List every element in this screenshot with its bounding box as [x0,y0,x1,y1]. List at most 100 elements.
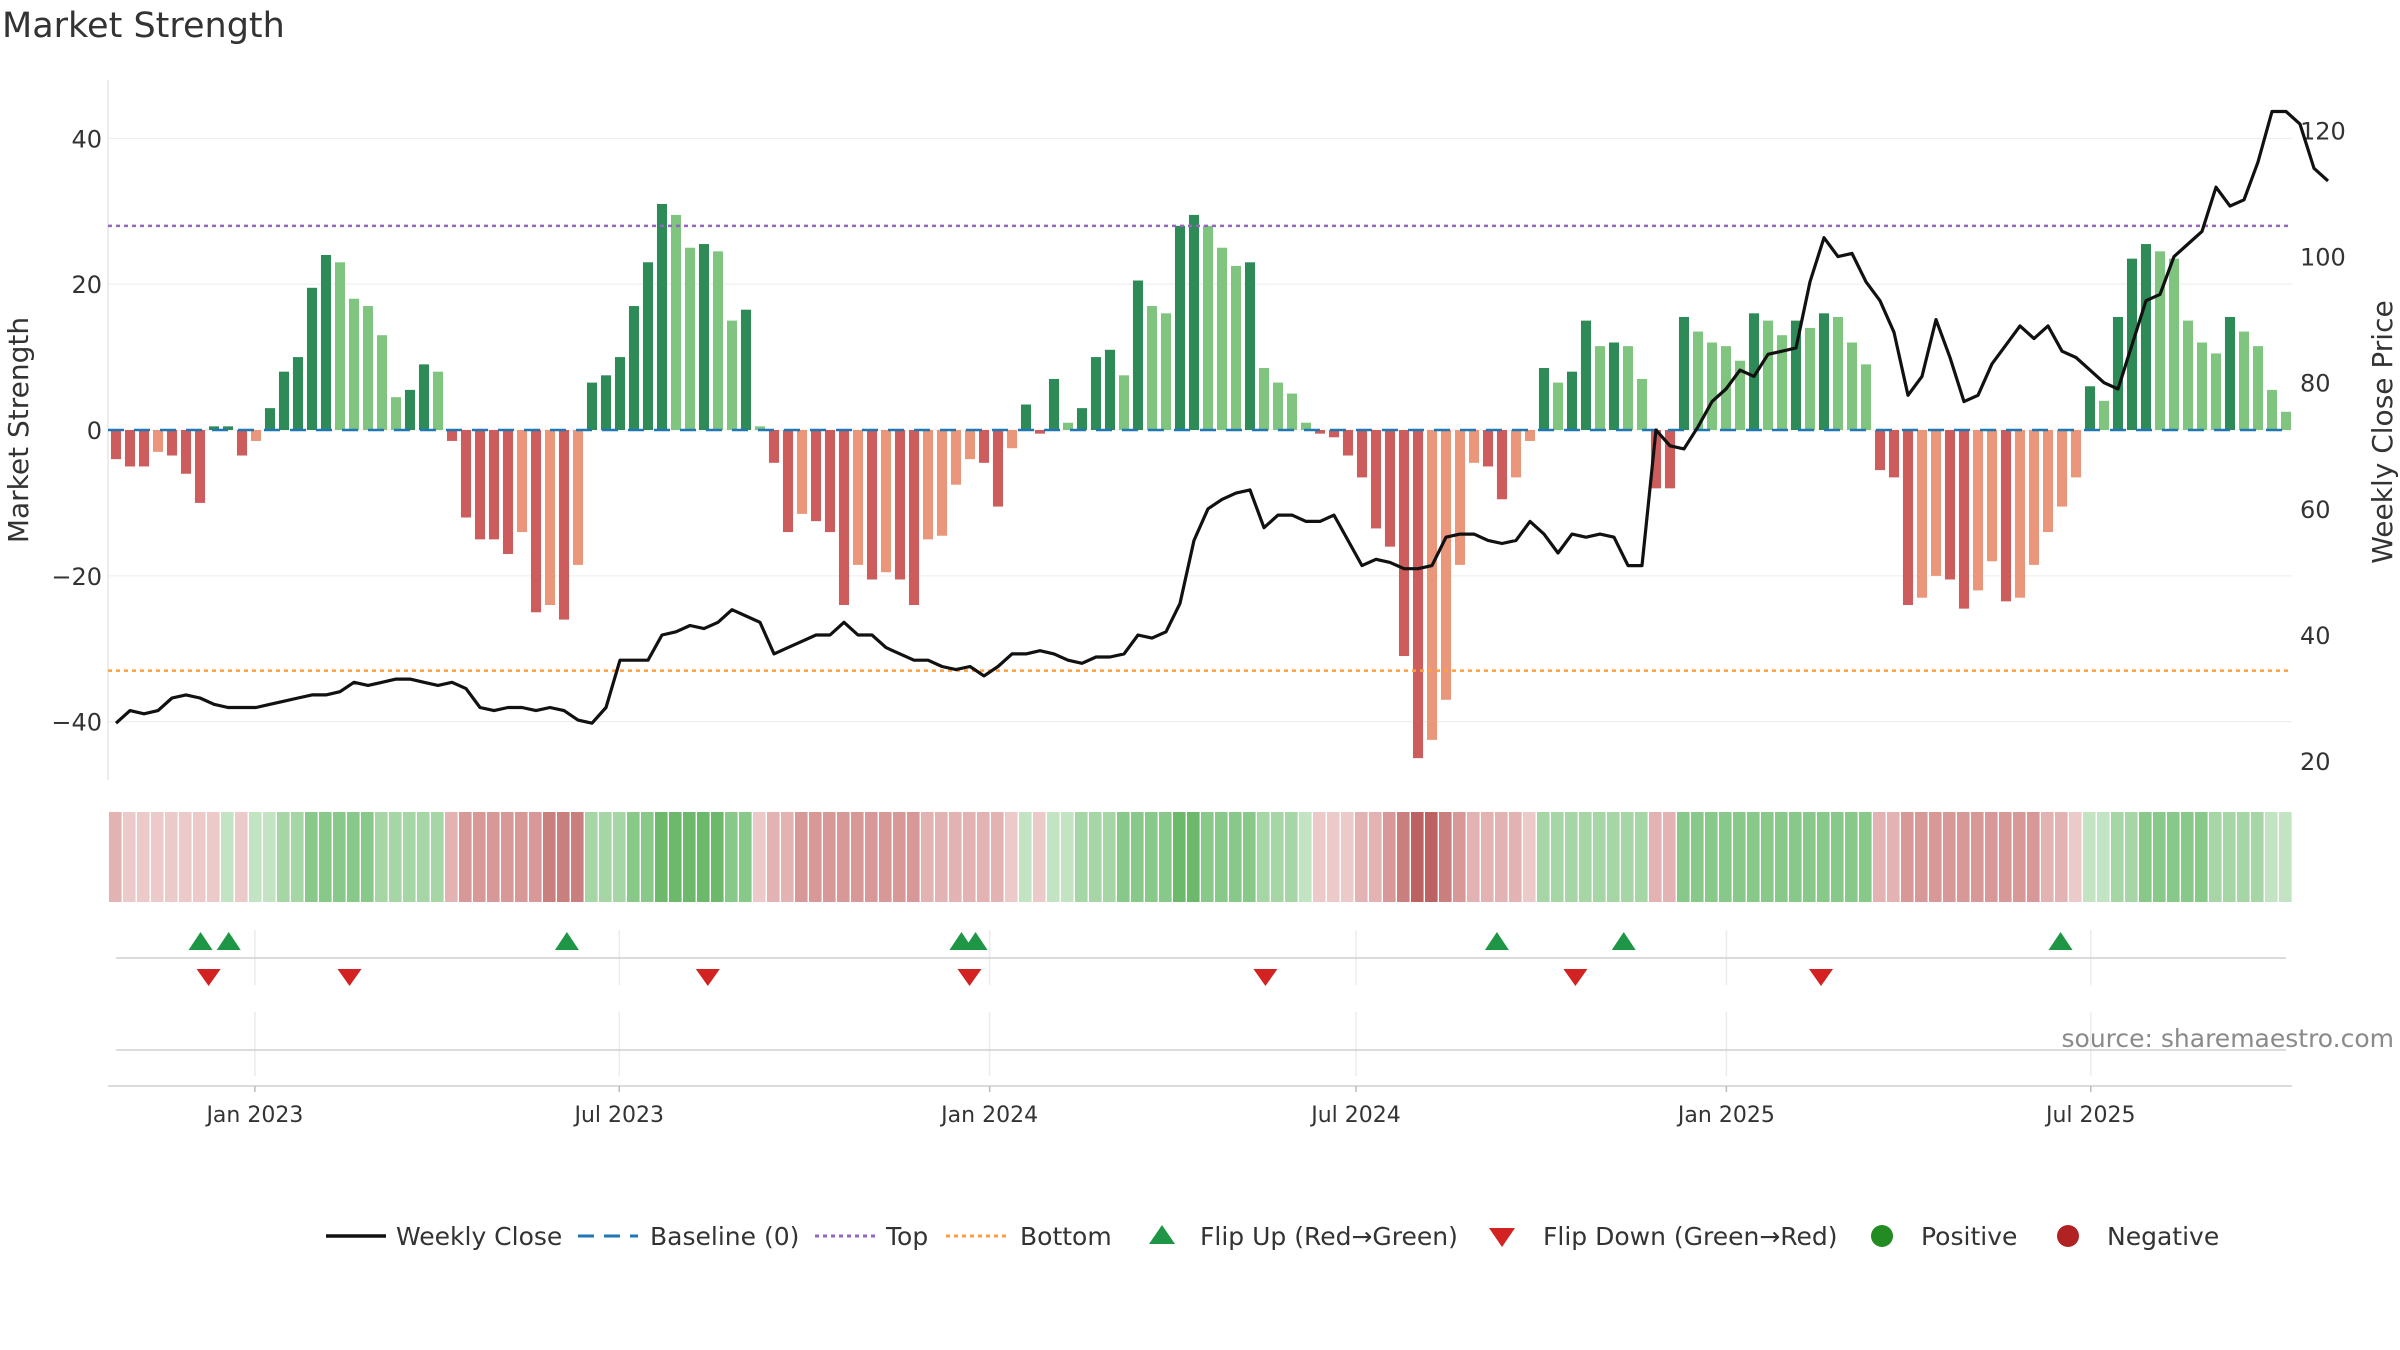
state-band-cell [123,812,136,902]
strength-bar [2266,389,2278,430]
x-tick-label: Jul 2025 [2044,1103,2136,1128]
legend-label: Negative [2107,1222,2219,1251]
state-band-cell [1929,812,1942,902]
strength-bar [2238,331,2250,430]
strength-bar [2042,430,2054,533]
state-band-cell [865,812,878,902]
state-band-cell [2237,812,2250,902]
strength-bar [1258,368,1270,430]
legend-label: Positive [1921,1222,2017,1251]
state-band-cell [165,812,178,902]
strength-bar [1384,430,1396,547]
strength-bar [2140,244,2152,430]
x-tick-label: Jan 2024 [939,1103,1038,1128]
strength-bar [1692,331,1704,430]
source-label: source: sharemaestro.com [2062,1024,2395,1053]
state-band-cell [1033,812,1046,902]
state-band-cell [767,812,780,902]
strength-bar [1118,375,1130,430]
y-right-tick-label: 40 [2300,622,2331,650]
strength-bar [292,357,304,430]
strength-bar [614,357,626,430]
strength-bar [1916,430,1928,598]
state-band-cell [585,812,598,902]
chart-title: Market Strength [2,6,285,46]
state-band-cell [515,812,528,902]
state-band-cell [557,812,570,902]
state-band-cell [2223,812,2236,902]
state-band-cell [1943,812,1956,902]
state-band-cell [151,812,164,902]
state-band-cell [1957,812,1970,902]
strength-bar [656,203,668,430]
strength-bar [320,255,332,430]
strength-bar [474,430,486,540]
state-band-cell [1733,812,1746,902]
strength-bar [950,430,962,485]
strength-bar [810,430,822,522]
legend-label: Top [885,1222,928,1251]
strength-bar [1622,346,1634,430]
strength-bar [208,426,220,430]
state-band-cell [2265,812,2278,902]
state-band-cell [641,812,654,902]
strength-bar [1468,430,1480,463]
flip-up-marker [554,932,579,950]
state-band-cell [1523,812,1536,902]
y-right-tick-label: 120 [2300,117,2346,145]
state-band-cell [795,812,808,902]
strength-bar [1580,320,1592,430]
state-band-cell [1173,812,1186,902]
strength-bar [1664,430,1676,489]
state-band-cell [445,812,458,902]
state-band-cell [235,812,248,902]
strength-bar [1454,430,1466,565]
strength-bar [432,371,444,430]
strength-bar [446,430,458,441]
state-band-cell [1243,812,1256,902]
state-band-cell [823,812,836,902]
state-band-cell [2041,812,2054,902]
state-band-cell [669,812,682,902]
state-band-cell [697,812,710,902]
strength-bar [1272,382,1284,430]
flip-down-marker [337,969,362,986]
strength-bar [796,430,808,514]
flip-up-marker [216,932,241,950]
strength-bar [1440,430,1452,700]
legend-label: Weekly Close [396,1222,562,1251]
state-band-cell [1131,812,1144,902]
state-band-cell [1397,812,1410,902]
strength-bar [1510,430,1522,478]
strength-bar [306,287,318,430]
strength-bar [124,430,136,467]
strength-bar [418,364,430,430]
strength-bar [740,309,752,430]
strength-bar [1790,320,1802,430]
flip-down-marker [695,969,720,986]
state-band-cell [1187,812,1200,902]
state-band-cell [1159,812,1172,902]
strength-bars [110,203,2292,759]
state-band-cell [501,812,514,902]
legend-triangle-up-icon [1149,1225,1175,1244]
state-band-cell [739,812,752,902]
state-band-cell [1341,812,1354,902]
state-band-cell [2209,812,2222,902]
strength-bar [2014,430,2026,598]
strength-bar [754,426,766,430]
state-band-cell [389,812,402,902]
strength-bar [768,430,780,463]
state-band-cell [109,812,122,902]
state-band-cell [1621,812,1634,902]
legend-item: Top [815,1222,928,1251]
y-right-tick-label: 80 [2300,370,2331,398]
state-band-cell [431,812,444,902]
strength-bar [334,262,346,430]
state-band-cell [1775,812,1788,902]
state-band-cell [2027,812,2040,902]
state-band-cell [249,812,262,902]
state-band-cell [2279,812,2292,902]
state-band-cell [2195,812,2208,902]
